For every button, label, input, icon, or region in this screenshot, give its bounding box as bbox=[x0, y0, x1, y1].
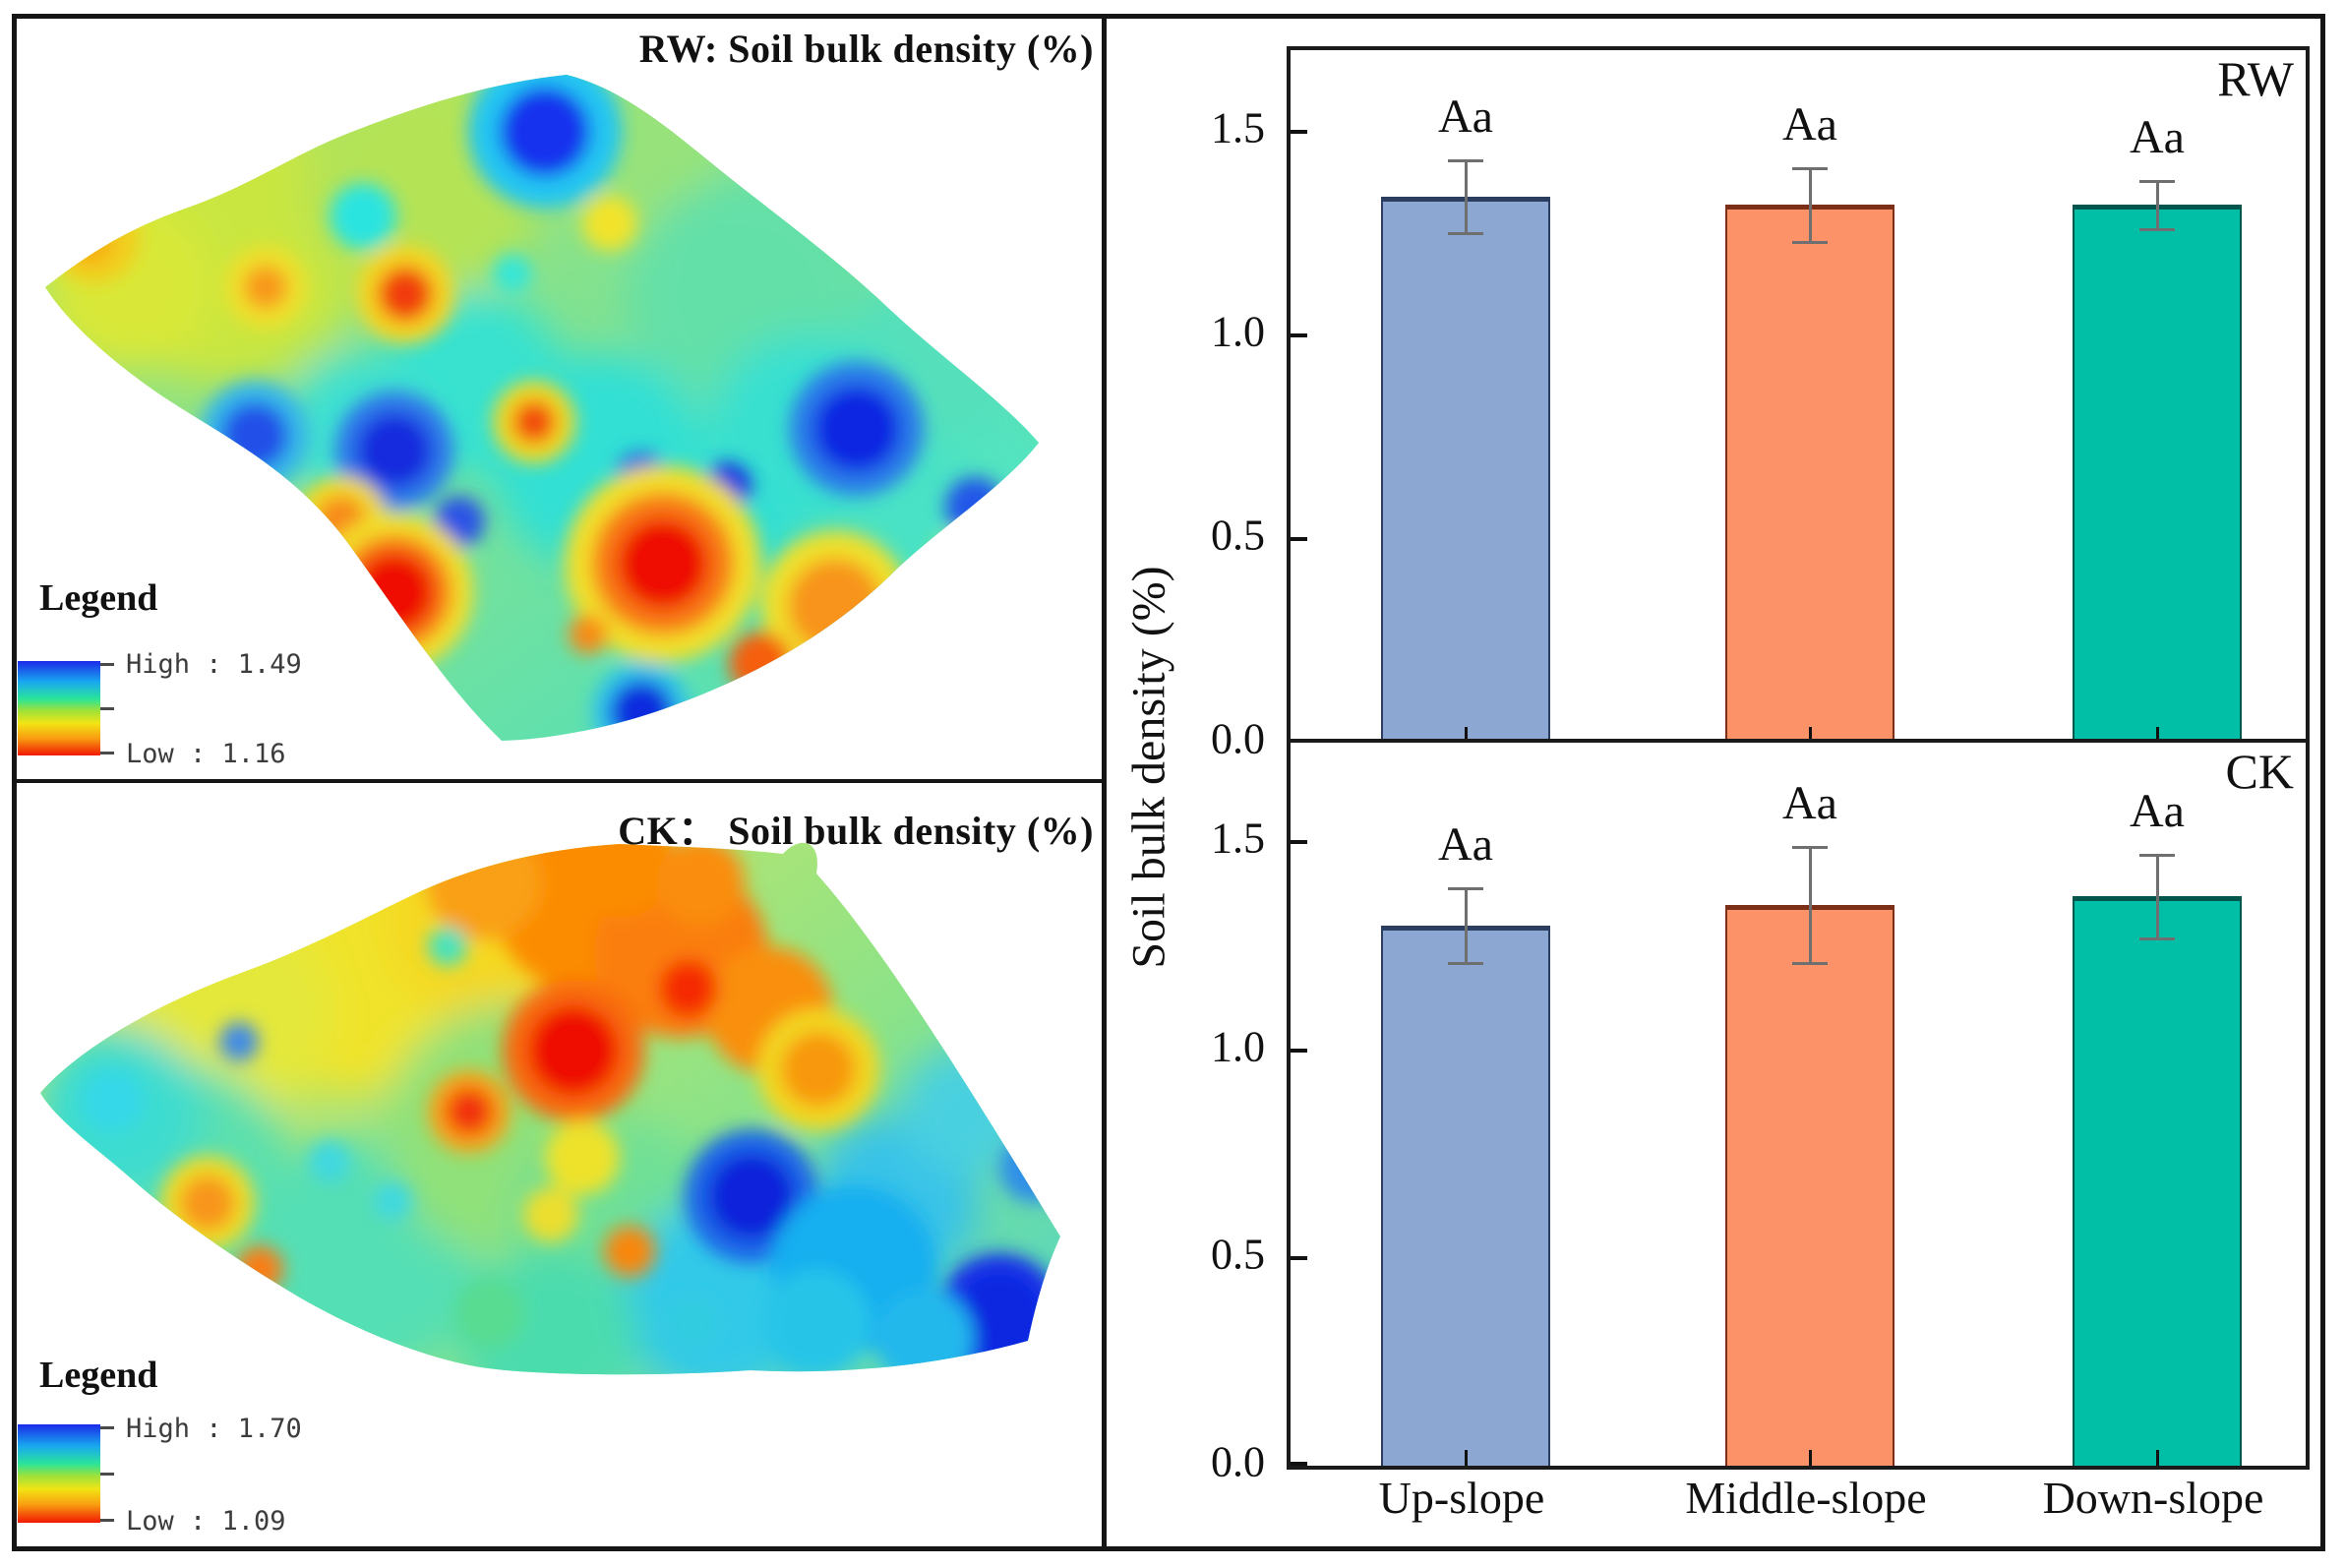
error-bar-cap bbox=[2139, 854, 2175, 858]
error-bar bbox=[1809, 168, 1812, 242]
y-tick-label: 1.0 bbox=[1211, 307, 1265, 356]
error-bar-cap bbox=[1792, 961, 1828, 965]
bar-up-slope bbox=[1381, 197, 1550, 743]
significance-label: Aa bbox=[1782, 98, 1837, 151]
x-tick-mark bbox=[1465, 1450, 1468, 1466]
ck-legend-colorramp bbox=[18, 1424, 100, 1523]
bar-down-slope bbox=[2073, 205, 2242, 743]
error-bar-cap bbox=[2139, 228, 2175, 232]
y-tick-label: 1.0 bbox=[1211, 1022, 1265, 1071]
rw-heatmap bbox=[45, 75, 1039, 741]
x-tick-mark bbox=[1465, 727, 1468, 743]
ck-legend-tick-mid bbox=[100, 1473, 114, 1476]
panel-divider-horizontal bbox=[12, 779, 1104, 783]
y-tick-mark bbox=[1291, 1255, 1307, 1260]
error-bar-cap bbox=[2139, 179, 2175, 183]
y-tick-mark bbox=[1291, 1048, 1307, 1053]
y-tick-label: 0.0 bbox=[1211, 1437, 1265, 1486]
ck-legend-high-label: High : 1.70 bbox=[126, 1414, 302, 1444]
error-bar-cap bbox=[1792, 240, 1828, 244]
error-bar-cap bbox=[1448, 232, 1483, 236]
y-tick-mark bbox=[1291, 129, 1307, 134]
ck-legend-tick-high bbox=[100, 1426, 114, 1429]
error-bar bbox=[1809, 846, 1812, 963]
rw-bar-plot: RW Aa Aa Aa bbox=[1287, 46, 2310, 747]
error-bar bbox=[1465, 887, 1468, 963]
significance-label: Aa bbox=[2130, 785, 2185, 838]
x-axis-label-down-slope: Down-slope bbox=[2042, 1473, 2264, 1523]
error-bar bbox=[1465, 159, 1468, 234]
rw-legend-high-label: High : 1.49 bbox=[126, 649, 302, 680]
error-bar-cap bbox=[1448, 886, 1483, 890]
x-axis-label-up-slope: Up-slope bbox=[1378, 1473, 1545, 1523]
y-tick-label: 1.5 bbox=[1211, 103, 1265, 152]
rw-legend-colorramp bbox=[18, 661, 100, 755]
y-tick-mark bbox=[1291, 840, 1307, 845]
error-bar bbox=[2156, 180, 2159, 230]
rw-map-title: RW: Soil bulk density (%) bbox=[638, 27, 1094, 71]
y-tick-label: 0.0 bbox=[1211, 714, 1265, 763]
y-tick-mark bbox=[1291, 1462, 1307, 1466]
x-tick-mark bbox=[2156, 1450, 2159, 1466]
error-bar-cap bbox=[2139, 936, 2175, 940]
error-bar-cap bbox=[1448, 158, 1483, 162]
rw-legend-tick-high bbox=[100, 663, 114, 666]
bar-middle-slope bbox=[1725, 904, 1894, 1466]
y-tick-mark bbox=[1291, 536, 1307, 541]
rw-panel-label: RW bbox=[2217, 51, 2294, 106]
error-bar-cap bbox=[1792, 845, 1828, 849]
significance-label: Aa bbox=[1782, 776, 1837, 829]
bar-middle-slope bbox=[1725, 205, 1894, 743]
bar-down-slope bbox=[2073, 896, 2242, 1466]
y-tick-mark bbox=[1291, 332, 1307, 337]
ck-legend-tick-low bbox=[100, 1519, 114, 1522]
ck-heatmap bbox=[40, 842, 1060, 1375]
y-tick-label: 1.5 bbox=[1211, 814, 1265, 863]
ck-map-title: CK： Soil bulk density (%) bbox=[618, 809, 1094, 853]
ck-legend-low-label: Low : 1.09 bbox=[126, 1506, 286, 1537]
ck-panel-label: CK bbox=[2225, 744, 2294, 799]
significance-label: Aa bbox=[2130, 110, 2185, 163]
ck-bar-plot: CK Aa Aa Aa bbox=[1287, 739, 2310, 1470]
error-bar-cap bbox=[1448, 961, 1483, 965]
rw-legend-heading: Legend bbox=[39, 577, 158, 619]
significance-label: Aa bbox=[1438, 90, 1493, 143]
ck-legend-heading: Legend bbox=[39, 1355, 158, 1396]
error-bar bbox=[2156, 855, 2159, 938]
x-tick-mark bbox=[2156, 727, 2159, 743]
significance-label: Aa bbox=[1438, 817, 1493, 871]
y-tick-label: 0.5 bbox=[1211, 511, 1265, 560]
x-tick-mark bbox=[1809, 727, 1812, 743]
bar-up-slope bbox=[1381, 925, 1550, 1466]
rw-legend-tick-mid bbox=[100, 707, 114, 710]
y-tick-label: 0.5 bbox=[1211, 1230, 1265, 1279]
rw-legend-low-label: Low : 1.16 bbox=[126, 739, 286, 769]
rw-legend-tick-low bbox=[100, 752, 114, 754]
x-axis-label-middle-slope: Middle-slope bbox=[1685, 1473, 1927, 1523]
x-tick-mark bbox=[1809, 1450, 1812, 1466]
panel-divider-vertical bbox=[1102, 14, 1107, 1551]
error-bar-cap bbox=[1792, 167, 1828, 171]
